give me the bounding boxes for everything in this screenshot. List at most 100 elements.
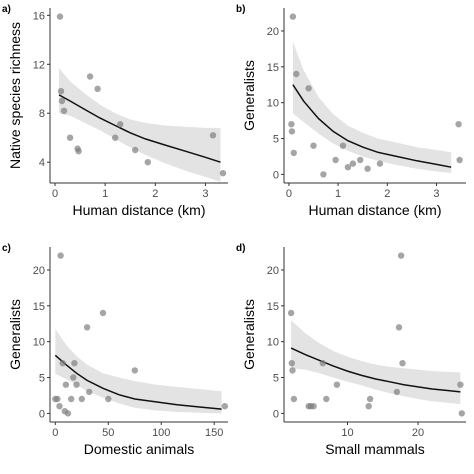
x-tick-label: 1 — [102, 188, 108, 200]
y-axis-title: Generalists — [7, 299, 23, 370]
data-point — [289, 367, 296, 374]
data-point — [57, 252, 64, 259]
data-point — [94, 85, 101, 93]
data-point — [209, 132, 217, 139]
data-point — [117, 121, 124, 128]
x-tick-label: 100 — [152, 427, 170, 439]
x-axis-title: Small mammals — [325, 441, 425, 457]
data-point — [221, 403, 228, 410]
data-point — [62, 381, 70, 388]
data-point — [60, 107, 68, 115]
y-tick-label: 0 — [273, 408, 279, 420]
data-point — [56, 403, 63, 410]
data-point — [344, 164, 352, 171]
data-point — [131, 367, 138, 374]
y-tick-label: 0 — [39, 408, 45, 420]
panel-tag: d) — [236, 243, 245, 254]
data-point — [57, 88, 65, 95]
y-tick-label: 0 — [273, 169, 279, 181]
data-point — [339, 142, 347, 149]
panel-tag: c) — [2, 243, 11, 254]
data-point — [290, 395, 298, 403]
x-axis-title: Domestic animals — [84, 441, 194, 457]
data-point — [288, 121, 295, 128]
panel-c: 0 50 100 150 0 5 10 15 20 Domestic animals General… — [2, 243, 228, 457]
data-point — [457, 381, 464, 388]
data-point — [56, 13, 64, 20]
y-tick-label: 5 — [273, 134, 279, 146]
data-point — [376, 160, 384, 167]
x-axis-title: Human distance (km) — [308, 202, 441, 218]
panel-d: 10 20 0 5 10 15 20 Small mammals Generalists d) — [236, 243, 466, 457]
y-tick-label: 15 — [267, 301, 279, 313]
confidence-ribbon — [291, 320, 461, 405]
data-point — [132, 146, 139, 154]
y-tick-label: 15 — [33, 301, 45, 313]
fit-line — [292, 84, 452, 168]
data-point — [70, 374, 77, 381]
x-tick-label: 150 — [205, 427, 223, 439]
data-point — [78, 395, 86, 403]
data-point — [86, 388, 93, 396]
y-tick-label: 5 — [273, 373, 279, 385]
confidence-ribbon — [292, 41, 452, 174]
data-point — [305, 85, 312, 92]
data-point — [289, 13, 297, 20]
data-point — [66, 134, 74, 141]
x-tick-label: 3 — [202, 188, 208, 200]
x-tick-label: 2 — [152, 188, 158, 200]
data-point — [288, 360, 295, 367]
x-tick-label: 10 — [341, 427, 353, 439]
data-point — [319, 360, 326, 367]
y-tick-label: 4 — [39, 157, 45, 169]
data-point — [58, 97, 66, 105]
y-tick-label: 10 — [267, 337, 279, 349]
data-point — [320, 171, 327, 178]
x-tick-label: 50 — [102, 427, 114, 439]
data-point — [455, 121, 462, 128]
data-point — [332, 156, 339, 164]
data-point — [397, 252, 405, 259]
data-point — [105, 395, 112, 403]
panel-tag: b) — [236, 4, 245, 15]
y-tick-label: 10 — [267, 98, 279, 110]
data-point — [75, 148, 82, 155]
x-tick-label: 2 — [384, 188, 390, 200]
data-point — [68, 395, 75, 403]
data-point — [357, 156, 364, 164]
y-tick-label: 20 — [33, 265, 45, 277]
y-tick-label: 10 — [33, 337, 45, 349]
data-point — [333, 381, 341, 388]
confidence-ribbon — [55, 328, 222, 414]
data-point — [64, 410, 72, 417]
y-tick-label: 20 — [267, 265, 279, 277]
x-tick-label: 1 — [335, 188, 341, 200]
y-tick-label: 20 — [267, 26, 279, 38]
fit-line — [290, 347, 461, 393]
data-point — [366, 395, 374, 403]
data-point — [349, 160, 357, 167]
y-axis-title: Generalists — [241, 299, 257, 370]
y-tick-label: 5 — [39, 373, 45, 385]
x-axis-title: Human distance (km) — [72, 202, 205, 218]
panel-b: 0 1 2 3 0 5 10 15 20 Human distance (km) Generalis… — [236, 4, 466, 218]
data-point — [365, 403, 372, 410]
data-point — [310, 142, 317, 149]
confidence-ribbon — [59, 68, 221, 182]
data-point — [287, 309, 295, 317]
x-tick-label: 20 — [412, 427, 424, 439]
data-point — [288, 128, 296, 135]
data-point — [323, 395, 330, 403]
fit-line — [58, 94, 221, 163]
data-point — [393, 388, 401, 396]
y-axis-title: Generalists — [241, 60, 257, 131]
data-point — [54, 395, 61, 403]
fit-line — [54, 354, 222, 410]
x-tick-label: 0 — [286, 188, 292, 200]
y-tick-label: 12 — [33, 59, 45, 71]
data-point — [83, 324, 91, 331]
y-tick-label: 15 — [267, 62, 279, 74]
data-point — [395, 324, 403, 331]
